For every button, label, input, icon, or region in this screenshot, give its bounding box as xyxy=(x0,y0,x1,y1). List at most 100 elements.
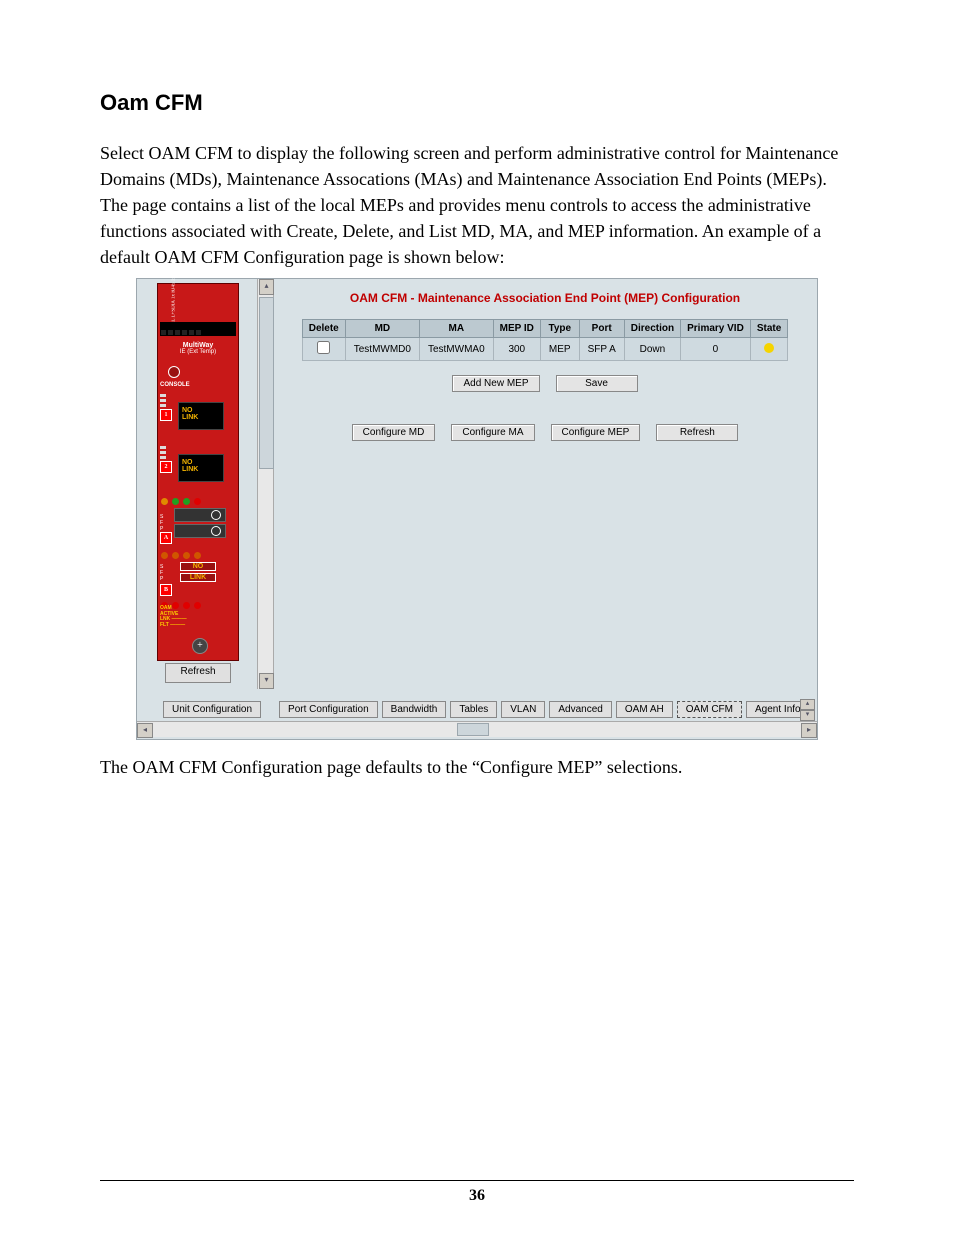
port1-left: 1 xyxy=(160,394,172,434)
status-dot xyxy=(161,552,168,559)
scroll-left-icon[interactable]: ◂ xyxy=(137,723,153,738)
page-number: 36 xyxy=(469,1187,485,1204)
port2-number: 2 xyxy=(160,461,172,473)
tab-vlan[interactable]: VLAN xyxy=(501,701,545,718)
th-ma: MA xyxy=(419,320,493,338)
sfp-box-b: SFP B NO LINK xyxy=(160,560,236,596)
led-icon xyxy=(160,456,166,459)
status-dot xyxy=(172,498,179,505)
tab-unit-configuration[interactable]: Unit Configuration xyxy=(163,701,261,718)
refresh-button[interactable]: Refresh xyxy=(656,424,738,441)
table-header-row: Delete MD MA MEP ID Type Port Direction … xyxy=(302,320,788,338)
gear-icon xyxy=(211,526,221,536)
th-mepid: MEP ID xyxy=(493,320,540,338)
configure-md-button[interactable]: Configure MD xyxy=(352,424,436,441)
device-bottom-labels: OAM ACTIVE LNK ——— FLT ——— xyxy=(160,606,187,628)
scroll-thumb[interactable] xyxy=(457,723,489,736)
th-md: MD xyxy=(345,320,419,338)
sfp-box-a: SFP A xyxy=(160,506,236,542)
sfp-slot xyxy=(174,508,226,522)
plus-icon[interactable]: + xyxy=(192,638,208,654)
tab-tables[interactable]: Tables xyxy=(450,701,497,718)
device-card: DUAL L+SDIA 1x RJ45 1x SFP MultiWay IE (… xyxy=(157,283,239,661)
scroll-up-icon[interactable]: ▴ xyxy=(800,699,815,710)
nolink-small: NO LINK xyxy=(180,562,216,586)
right-mini-scrollbar[interactable]: ▴ ▾ xyxy=(800,699,815,719)
led-icon xyxy=(160,446,166,449)
port1-number: 1 xyxy=(160,409,172,421)
th-type: Type xyxy=(540,320,579,338)
device-black-strip xyxy=(160,322,236,336)
port-box-2: 2 NO LINK xyxy=(160,446,236,488)
sfp-side-label: SFP xyxy=(160,514,163,532)
delete-checkbox[interactable] xyxy=(317,341,330,354)
flt-label: FLT xyxy=(160,622,169,628)
nolink-text: NO LINK xyxy=(179,403,223,421)
left-panel: DUAL L+SDIA 1x RJ45 1x SFP MultiWay IE (… xyxy=(137,279,257,689)
th-direction: Direction xyxy=(624,320,680,338)
tab-advanced[interactable]: Advanced xyxy=(549,701,611,718)
led-icon xyxy=(160,404,166,407)
nolink-badge-2: NO LINK xyxy=(178,454,224,482)
cell-primary-vid: 0 xyxy=(681,338,751,361)
state-dot-icon xyxy=(764,343,774,353)
intro-paragraph: Select OAM CFM to display the following … xyxy=(100,140,854,270)
save-button[interactable]: Save xyxy=(556,375,638,392)
cell-md: TestMWMD0 xyxy=(345,338,419,361)
cell-mepid: 300 xyxy=(493,338,540,361)
section-heading: Oam CFM xyxy=(100,90,854,116)
tab-oam-ah[interactable]: OAM AH xyxy=(616,701,673,718)
delete-checkbox-cell xyxy=(302,338,345,361)
led-icon xyxy=(160,394,166,397)
nolink-text: NO LINK xyxy=(179,455,223,473)
nolink-badge-1: NO LINK xyxy=(178,402,224,430)
th-delete: Delete xyxy=(302,320,345,338)
add-new-mep-button[interactable]: Add New MEP xyxy=(452,375,539,392)
gear-icon xyxy=(211,510,221,520)
refresh-button-left[interactable]: Refresh xyxy=(165,663,231,683)
status-dot-row-3 xyxy=(161,596,235,606)
table-row: TestMWMD0 TestMWMA0 300 MEP SFP A Down 0 xyxy=(302,338,788,361)
cell-direction: Down xyxy=(624,338,680,361)
configure-ma-button[interactable]: Configure MA xyxy=(451,424,534,441)
status-dot xyxy=(172,552,179,559)
led-icon xyxy=(160,451,166,454)
status-dot xyxy=(183,498,190,505)
page-footer: 36 xyxy=(100,1180,854,1205)
port2-left: 2 xyxy=(160,446,172,486)
sfp-side-label: SFP xyxy=(160,564,163,582)
no-label: NO xyxy=(180,562,216,571)
cell-port: SFP A xyxy=(579,338,624,361)
tab-bandwidth[interactable]: Bandwidth xyxy=(382,701,447,718)
th-primary-vid: Primary VID xyxy=(681,320,751,338)
status-dot-row xyxy=(161,492,235,502)
mep-table: Delete MD MA MEP ID Type Port Direction … xyxy=(302,319,789,361)
sfp-slot xyxy=(174,524,226,538)
status-dot xyxy=(183,552,190,559)
left-scrollbar[interactable]: ▴ ▾ xyxy=(257,279,274,689)
multiway-line2: IE (Ext Temp) xyxy=(160,349,236,355)
scroll-right-icon[interactable]: ▸ xyxy=(801,723,817,738)
console-label: CONSOLE xyxy=(160,382,190,388)
scroll-down-icon[interactable]: ▾ xyxy=(800,710,815,721)
horizontal-scrollbar[interactable]: ◂ ▸ xyxy=(137,721,817,737)
document-page: Oam CFM Select OAM CFM to display the fo… xyxy=(0,0,954,1235)
cell-ma: TestMWMA0 xyxy=(419,338,493,361)
button-row-2: Configure MD Configure MA Configure MEP … xyxy=(275,422,815,441)
scroll-up-icon[interactable]: ▴ xyxy=(259,279,274,295)
th-port: Port xyxy=(579,320,624,338)
scroll-down-icon[interactable]: ▾ xyxy=(259,673,274,689)
led-icon xyxy=(160,399,166,402)
scroll-thumb[interactable] xyxy=(259,297,274,469)
post-paragraph: The OAM CFM Configuration page defaults … xyxy=(100,754,854,780)
multiway-line1: MultiWay xyxy=(160,342,236,349)
device-top-label-area: DUAL L+SDIA 1x RJ45 1x SFP xyxy=(160,286,236,320)
configure-mep-button[interactable]: Configure MEP xyxy=(551,424,641,441)
main-content-area: OAM CFM - Maintenance Association End Po… xyxy=(275,281,815,691)
cell-type: MEP xyxy=(540,338,579,361)
tab-port-configuration[interactable]: Port Configuration xyxy=(279,701,378,718)
main-title: OAM CFM - Maintenance Association End Po… xyxy=(275,291,815,305)
tab-oam-cfm[interactable]: OAM CFM xyxy=(677,701,742,718)
screenshot-container: DUAL L+SDIA 1x RJ45 1x SFP MultiWay IE (… xyxy=(136,278,818,740)
th-state: State xyxy=(750,320,787,338)
